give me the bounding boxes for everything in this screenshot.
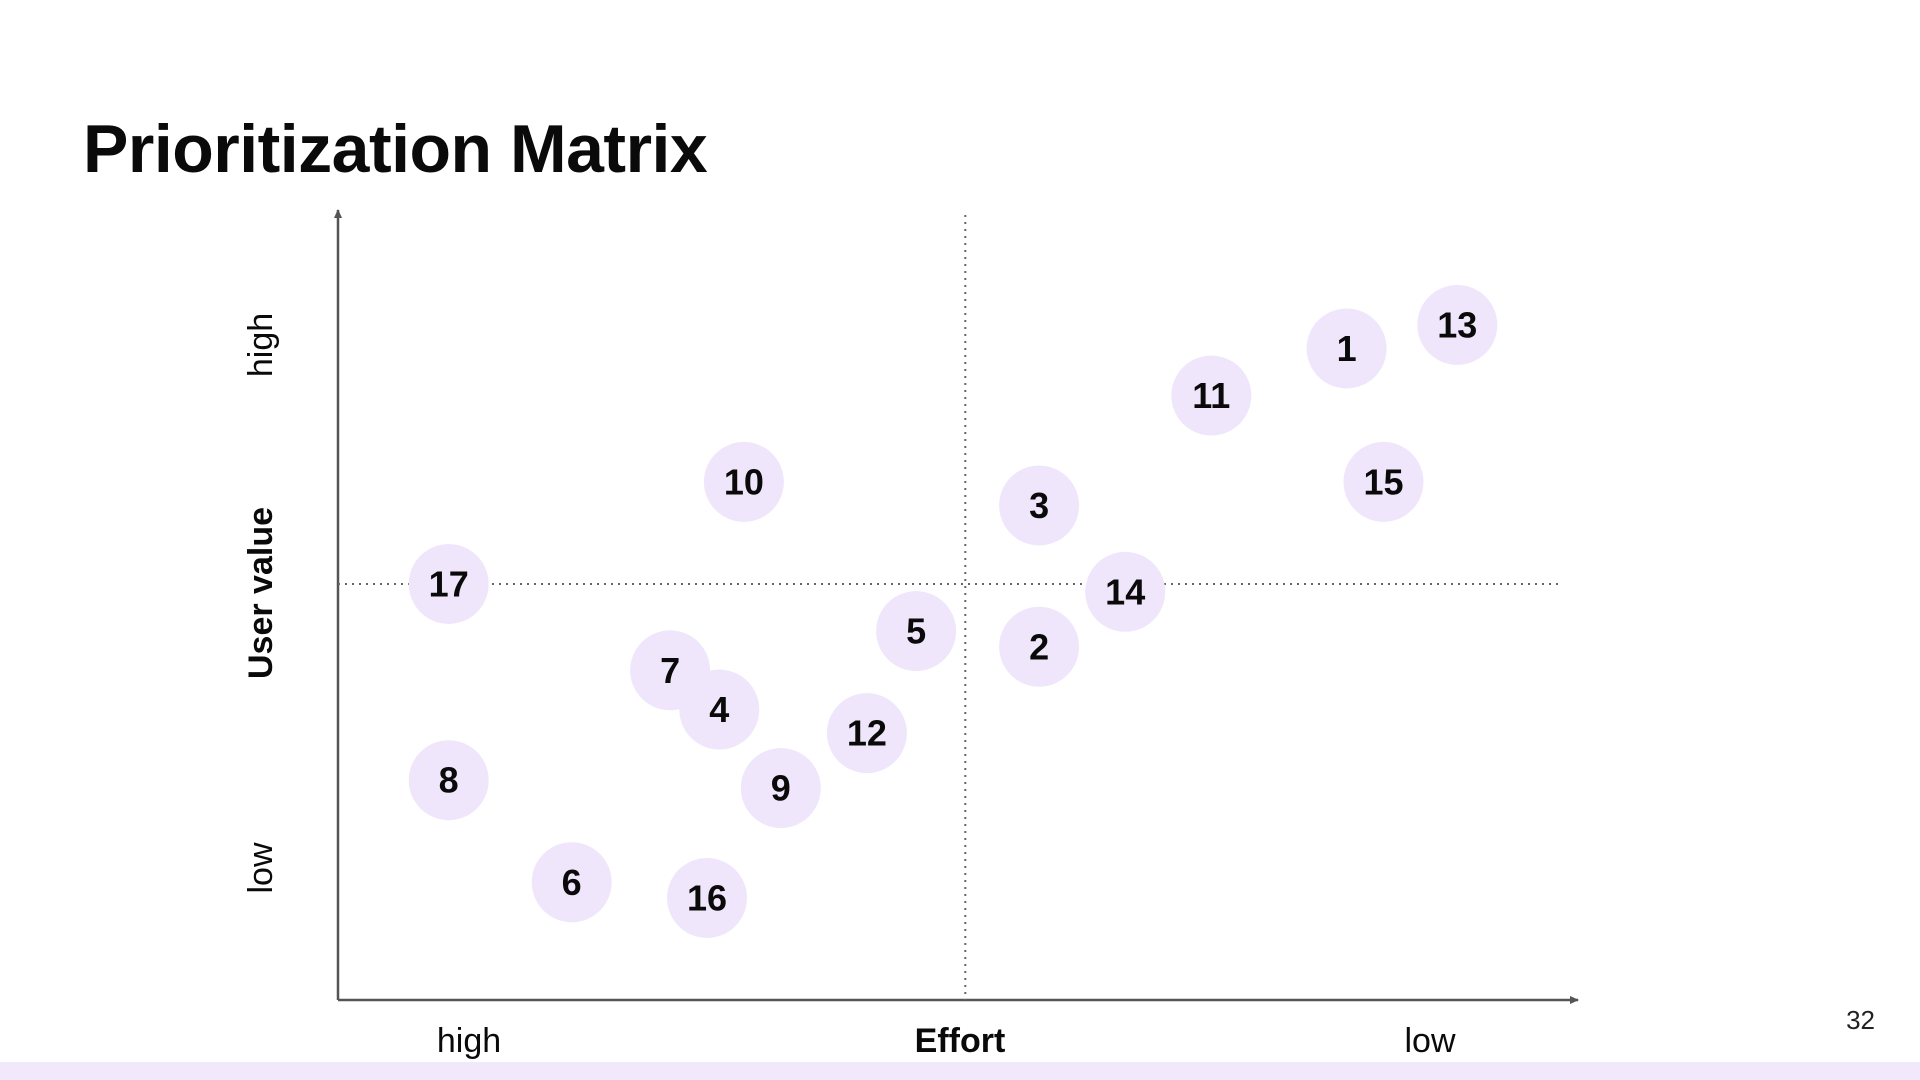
point-label-8: 8 (439, 760, 459, 801)
point-label-10: 10 (724, 461, 764, 502)
bottom-accent-bar (0, 1062, 1920, 1080)
data-point-3: 3 (999, 465, 1079, 545)
data-point-15: 15 (1344, 442, 1424, 522)
point-label-3: 3 (1029, 485, 1049, 526)
x-axis-label: Effort (915, 1022, 1006, 1060)
point-label-2: 2 (1029, 626, 1049, 667)
data-point-11: 11 (1171, 356, 1251, 436)
data-point-6: 6 (532, 842, 612, 922)
x-tick-high: high (437, 1022, 501, 1060)
point-label-12: 12 (847, 713, 887, 754)
point-label-1: 1 (1337, 328, 1357, 369)
point-label-7: 7 (660, 650, 680, 691)
point-label-5: 5 (906, 611, 926, 652)
data-point-13: 13 (1417, 285, 1497, 365)
y-axis-label: User value (242, 507, 280, 679)
point-label-15: 15 (1363, 461, 1403, 502)
point-label-14: 14 (1105, 571, 1145, 612)
data-point-1: 1 (1307, 308, 1387, 388)
data-point-17: 17 (409, 544, 489, 624)
point-label-17: 17 (429, 563, 469, 604)
x-tick-low: low (1404, 1022, 1455, 1060)
point-label-9: 9 (771, 768, 791, 809)
data-point-7: 7 (630, 630, 710, 710)
y-tick-high: high (242, 313, 280, 377)
data-point-10: 10 (704, 442, 784, 522)
point-label-16: 16 (687, 877, 727, 918)
y-tick-low: low (242, 842, 280, 893)
point-label-4: 4 (709, 689, 729, 730)
data-point-12: 12 (827, 693, 907, 773)
point-label-11: 11 (1192, 375, 1230, 416)
data-point-14: 14 (1085, 552, 1165, 632)
data-point-2: 2 (999, 607, 1079, 687)
data-point-16: 16 (667, 858, 747, 938)
data-point-9: 9 (741, 748, 821, 828)
point-label-6: 6 (562, 862, 582, 903)
page-number: 32 (1846, 1005, 1875, 1036)
data-point-8: 8 (409, 740, 489, 820)
data-point-5: 5 (876, 591, 956, 671)
point-label-13: 13 (1437, 304, 1477, 345)
